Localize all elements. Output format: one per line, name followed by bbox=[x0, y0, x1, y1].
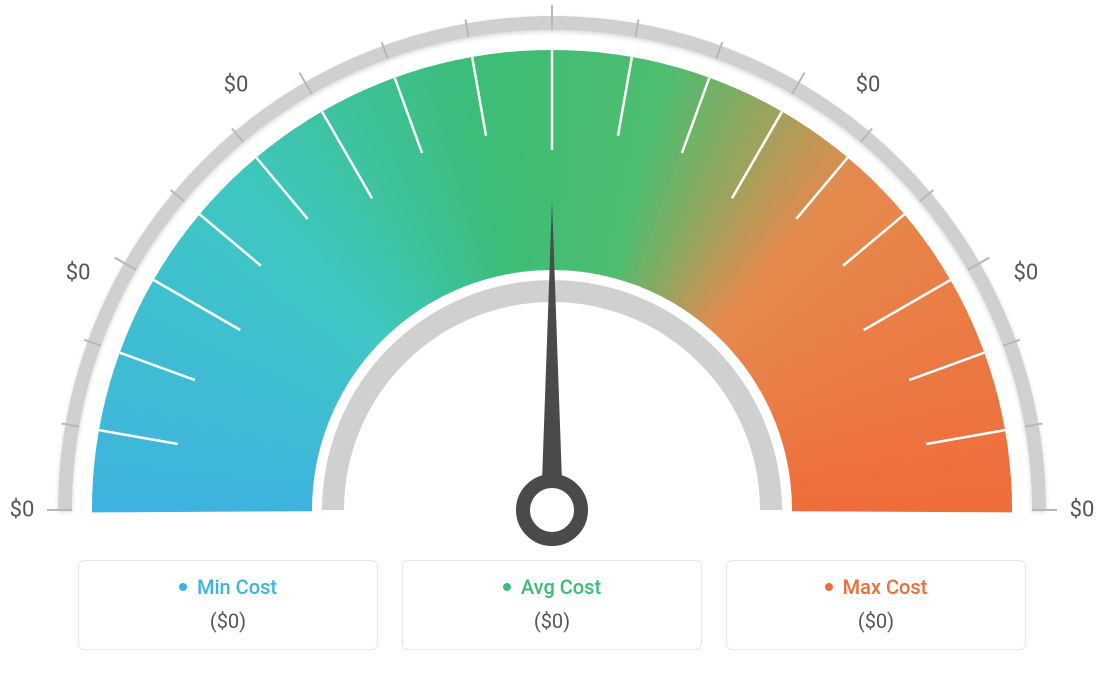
gauge-tick-label: $0 bbox=[856, 72, 881, 97]
gauge-tick-label: $0 bbox=[66, 260, 91, 285]
legend-value-min: ($0) bbox=[79, 609, 377, 633]
legend-label-avg: Avg Cost bbox=[521, 575, 601, 599]
gauge-tick-label: $0 bbox=[1070, 498, 1095, 523]
gauge-chart: $0$0$0$0$0$0$0 bbox=[0, 0, 1104, 560]
legend-value-max: ($0) bbox=[727, 609, 1025, 633]
legend-dot-avg bbox=[503, 583, 511, 591]
legend-row: Min Cost ($0) Avg Cost ($0) Max Cost ($0… bbox=[78, 560, 1026, 650]
legend-title-avg: Avg Cost bbox=[503, 575, 601, 599]
gauge-svg bbox=[0, 0, 1104, 560]
legend-card-avg: Avg Cost ($0) bbox=[402, 560, 702, 650]
gauge-tick-label: $0 bbox=[10, 498, 35, 523]
legend-label-max: Max Cost bbox=[843, 575, 928, 599]
gauge-tick-label: $0 bbox=[1014, 260, 1039, 285]
legend-label-min: Min Cost bbox=[197, 575, 277, 599]
legend-value-avg: ($0) bbox=[403, 609, 701, 633]
legend-card-min: Min Cost ($0) bbox=[78, 560, 378, 650]
legend-dot-max bbox=[825, 583, 833, 591]
legend-title-max: Max Cost bbox=[825, 575, 928, 599]
legend-card-max: Max Cost ($0) bbox=[726, 560, 1026, 650]
legend-title-min: Min Cost bbox=[179, 575, 277, 599]
gauge-tick-label: $0 bbox=[224, 72, 249, 97]
cost-gauge-container: $0$0$0$0$0$0$0 Min Cost ($0) Avg Cost ($… bbox=[0, 0, 1104, 690]
legend-dot-min bbox=[179, 583, 187, 591]
